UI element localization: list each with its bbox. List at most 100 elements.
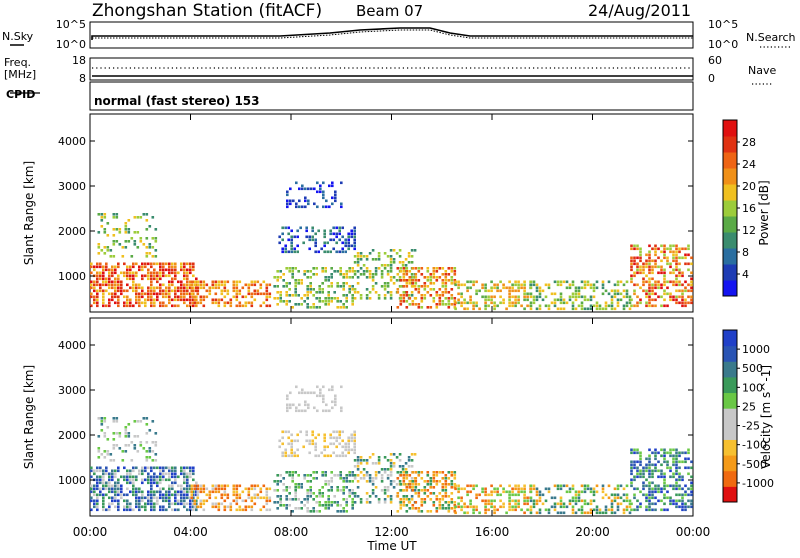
echo-cell (353, 229, 356, 233)
echo-cell (648, 505, 651, 509)
echo-cell (429, 288, 433, 291)
echo-cell (205, 493, 209, 497)
echo-cell (345, 498, 348, 501)
echo-cell (538, 490, 542, 494)
echo-cell (690, 271, 693, 275)
echo-cell (121, 255, 125, 258)
echo-cell (327, 489, 330, 492)
echo-cell (657, 265, 660, 269)
echo-cell (329, 250, 332, 254)
echo-cell (547, 511, 551, 515)
echo-cell (293, 247, 296, 251)
echo-cell (235, 298, 239, 302)
echo-cell (318, 288, 321, 291)
echo-cell (180, 499, 183, 503)
echo-cell (690, 490, 693, 494)
echo-cell (484, 298, 487, 302)
echo-cell (180, 265, 183, 269)
echo-cell (162, 508, 165, 512)
echo-cell (481, 490, 484, 494)
echo-cell (102, 487, 105, 491)
echo-cell (102, 508, 105, 512)
echo-cell (553, 301, 557, 305)
echo-cell (126, 295, 129, 299)
echo-cell (371, 258, 375, 261)
echo-cell (99, 277, 102, 281)
echo-cell (303, 273, 306, 276)
echo-cell (174, 475, 177, 479)
echo-cell (315, 297, 318, 300)
echo-cell (402, 495, 406, 498)
echo-cell (675, 259, 678, 263)
echo-cell (553, 502, 557, 506)
echo-cell (291, 471, 294, 474)
echo-cell (371, 492, 375, 495)
echo-cell (324, 279, 327, 282)
echo-cell (117, 283, 120, 287)
echo-cell (115, 417, 119, 420)
echo-cell (463, 502, 466, 506)
echo-cell (150, 304, 153, 308)
echo-cell (438, 297, 442, 300)
echo-cell (435, 474, 439, 477)
echo-cell (244, 487, 248, 491)
echo-cell (684, 286, 687, 290)
echo-cell (153, 262, 156, 266)
colorbar-tick-label: -500 (742, 458, 767, 471)
echo-cell (589, 511, 593, 515)
echo-cell (496, 490, 499, 494)
echo-cell (144, 304, 147, 308)
echo-cell (297, 279, 300, 282)
echo-cell (580, 295, 584, 299)
echo-cell (319, 190, 322, 194)
echo-cell (678, 451, 681, 455)
echo-cell (374, 495, 378, 498)
echo-cell (669, 451, 672, 455)
echo-cell (639, 460, 642, 464)
echo-cell (324, 474, 327, 477)
echo-cell (117, 469, 120, 473)
echo-cell (405, 285, 409, 288)
echo-cell (138, 505, 141, 509)
echo-cell (335, 439, 338, 443)
echo-cell (423, 282, 427, 285)
echo-cell (177, 490, 180, 494)
echo-cell (383, 456, 387, 459)
echo-cell (580, 508, 584, 512)
echo-cell (660, 499, 663, 503)
echo-cell (389, 279, 393, 282)
echo-cell (684, 490, 687, 494)
echo-cell (675, 298, 678, 302)
echo-cell (487, 304, 490, 308)
echo-cell (466, 289, 469, 293)
echo-cell (133, 447, 137, 450)
echo-cell (106, 234, 110, 237)
freq-left-top-tick: 18 (72, 54, 86, 67)
echo-cell (111, 496, 114, 500)
echo-cell (192, 280, 195, 284)
echo-cell (136, 246, 140, 249)
echo-cell (153, 481, 156, 485)
echo-cell (90, 283, 93, 287)
echo-cell (345, 270, 348, 273)
echo-cell (648, 256, 651, 260)
echo-cell (438, 267, 442, 270)
echo-cell (303, 498, 306, 501)
echo-cell (345, 297, 348, 300)
echo-cell (687, 493, 690, 497)
colorbar-segment (723, 345, 737, 362)
echo-cell (165, 472, 168, 476)
echo-cell (247, 286, 251, 290)
echo-cell (124, 435, 128, 438)
echo-cell (135, 274, 138, 278)
echo-cell (192, 499, 195, 503)
echo-cell (265, 508, 269, 512)
echo-cell (174, 508, 177, 512)
echo-cell (341, 445, 344, 449)
echo-cell (262, 301, 266, 305)
echo-cell (259, 496, 263, 500)
echo-cell (112, 444, 116, 447)
echo-cell (96, 484, 99, 488)
echo-cell (323, 445, 326, 449)
